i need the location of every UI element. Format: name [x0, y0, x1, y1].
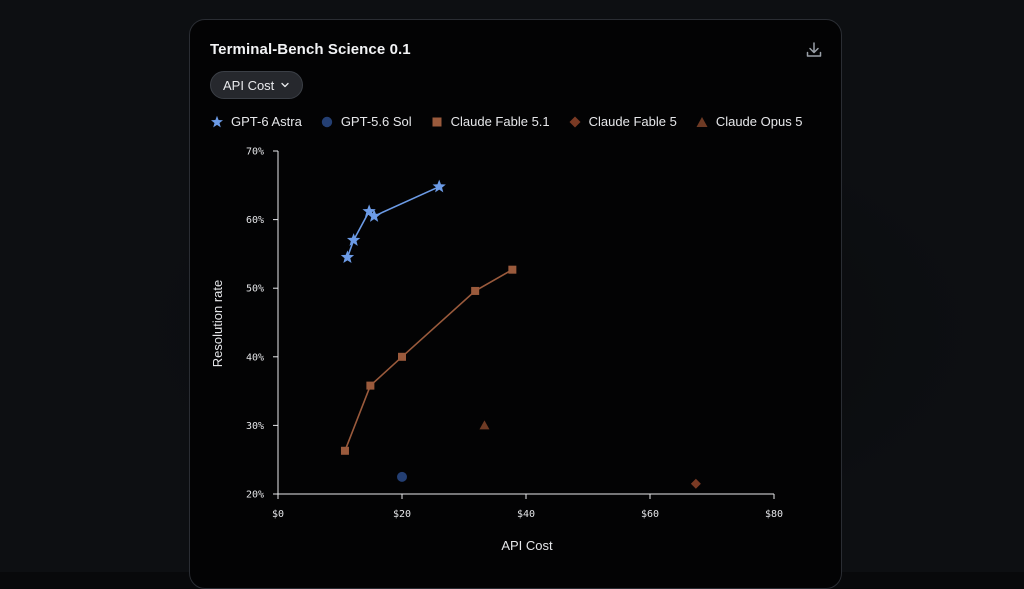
diamond-marker-icon: [569, 116, 581, 127]
data-point-gpt-6-astra[interactable]: [367, 209, 381, 222]
data-point-claude-fable-5-1[interactable]: [340, 446, 349, 455]
chart-axes: 20% 30% 40% 50% 60% 70% $0 $20 $40 $60 $80 API Cost…: [210, 147, 783, 554]
data-point-gpt-6-astra[interactable]: [362, 204, 376, 218]
data-point-claude-fable-5-1[interactable]: [366, 381, 375, 390]
data-point-gpt-6-astra[interactable]: [340, 250, 355, 263]
series-line-claude-fable-5-1: [344, 268, 513, 452]
download-button[interactable]: [804, 40, 824, 60]
legend-circle-shape: [321, 116, 333, 127]
metric-select-dropdown[interactable]: API Cost: [210, 71, 304, 99]
scatter-chart: 20% 30% 40% 50% 60% 70% $0 $20 $40 $60 $80 API Cost…: [210, 147, 783, 554]
series-points: [340, 179, 701, 489]
y-tick-label: 60%: [246, 215, 264, 226]
x-tick-label: $60: [641, 509, 659, 520]
data-point-claude-fable-5[interactable]: [690, 478, 701, 489]
y-tick-label: 40%: [246, 352, 264, 363]
legend-item-gpt56-sol[interactable]: GPT-5.6 Sol: [320, 114, 412, 129]
legend-label: GPT-5.6 Sol: [340, 114, 412, 129]
legend-triangle-shape: [696, 116, 708, 127]
legend-label: Claude Fable 5.1: [450, 114, 550, 129]
x-axis-title: API Cost: [501, 538, 553, 553]
download-icon: [806, 42, 822, 57]
x-tick-label: $0: [272, 509, 284, 520]
data-point-gpt-6-astra[interactable]: [432, 179, 446, 193]
legend-square-shape: [432, 117, 442, 126]
series-lines: [344, 185, 513, 452]
data-point-gpt-5-6-sol[interactable]: [397, 471, 407, 482]
legend-label: GPT-6 Astra: [231, 114, 302, 129]
legend-label: Claude Fable 5: [588, 114, 677, 129]
data-point-claude-opus-5[interactable]: [479, 420, 490, 430]
legend-item-gpt6-astra[interactable]: GPT-6 Astra: [210, 114, 302, 129]
legend-star-shape: [211, 115, 223, 127]
chevron-down-icon: [281, 82, 289, 88]
benchmark-chart-card: Terminal-Bench Science 0.1 API Cost GPT-…: [189, 19, 842, 589]
series-line-gpt-6-astra: [346, 185, 440, 258]
y-tick-label: 30%: [246, 421, 264, 432]
square-marker-icon: [432, 117, 442, 126]
x-tick-label: $40: [517, 509, 535, 520]
circle-marker-icon: [321, 116, 333, 127]
triangle-marker-icon: [696, 116, 708, 127]
y-tick-label: 70%: [246, 147, 264, 158]
metric-select-label: API Cost: [223, 77, 275, 93]
legend-item-claude-fable-5[interactable]: Claude Fable 5: [568, 114, 677, 129]
y-tick-label: 50%: [246, 284, 264, 295]
chart-card-title: Terminal-Bench Science 0.1: [210, 41, 411, 58]
legend-label: Claude Opus 5: [715, 114, 803, 129]
y-axis-title: Resolution rate: [210, 280, 225, 367]
chart-legend: GPT-6 Astra GPT-5.6 Sol Claude Fable 5.1…: [210, 114, 803, 129]
data-point-claude-fable-5-1[interactable]: [508, 265, 517, 274]
x-tick-label: $20: [393, 509, 411, 520]
data-point-gpt-6-astra[interactable]: [346, 233, 361, 246]
x-tick-label: $80: [765, 509, 783, 520]
data-point-claude-fable-5-1[interactable]: [471, 286, 480, 295]
star-marker-icon: [211, 115, 223, 127]
legend-item-claude-opus-5[interactable]: Claude Opus 5: [695, 114, 803, 129]
data-point-claude-fable-5-1[interactable]: [398, 352, 406, 361]
legend-item-claude-fable-51[interactable]: Claude Fable 5.1: [430, 114, 550, 129]
legend-diamond-shape: [569, 116, 581, 127]
y-tick-label: 20%: [246, 490, 264, 501]
